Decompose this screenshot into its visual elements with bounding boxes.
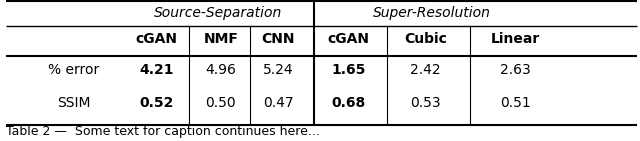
Text: SSIM: SSIM (57, 96, 90, 110)
Text: cGAN: cGAN (136, 32, 178, 47)
Text: 0.53: 0.53 (410, 96, 441, 110)
Text: 0.51: 0.51 (500, 96, 531, 110)
Text: Super-Resolution: Super-Resolution (373, 6, 491, 20)
Text: CNN: CNN (262, 32, 295, 47)
Text: cGAN: cGAN (328, 32, 370, 47)
Text: 0.52: 0.52 (140, 96, 174, 110)
Text: 2.42: 2.42 (410, 63, 441, 78)
Text: Table 2 —  Some text for caption continues here...: Table 2 — Some text for caption continue… (6, 125, 320, 138)
Text: NMF: NMF (204, 32, 238, 47)
Text: 1.65: 1.65 (332, 63, 366, 78)
Text: Source-Separation: Source-Separation (154, 6, 282, 20)
Text: 5.24: 5.24 (263, 63, 294, 78)
Text: 2.63: 2.63 (500, 63, 531, 78)
Text: Cubic: Cubic (404, 32, 447, 47)
Text: 4.96: 4.96 (205, 63, 236, 78)
Text: 0.68: 0.68 (332, 96, 366, 110)
Text: 0.50: 0.50 (205, 96, 236, 110)
Text: 4.21: 4.21 (140, 63, 174, 78)
Text: % error: % error (48, 63, 99, 78)
Text: Linear: Linear (491, 32, 540, 47)
Text: 0.47: 0.47 (263, 96, 294, 110)
